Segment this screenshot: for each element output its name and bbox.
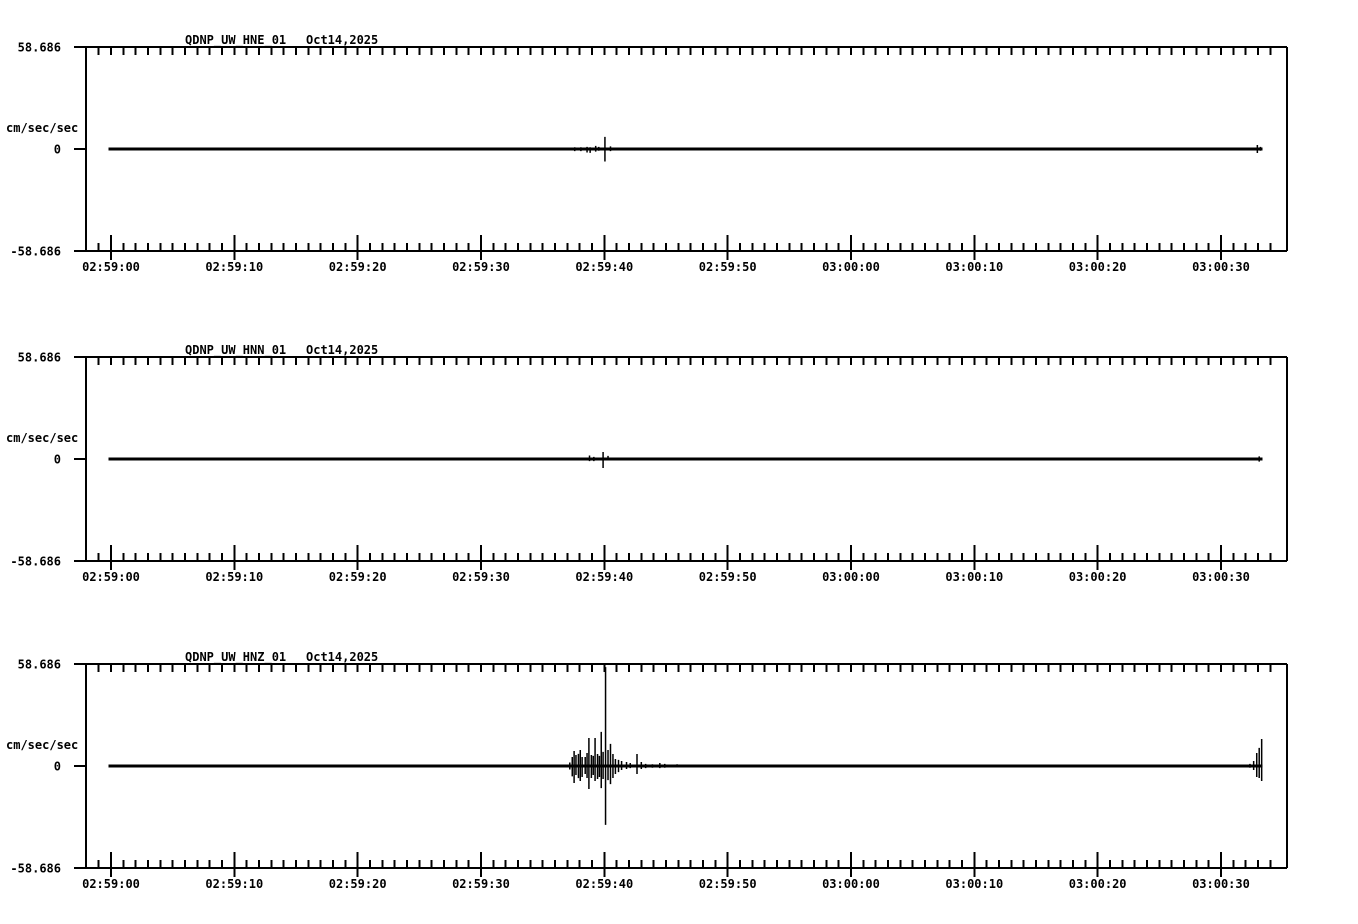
plot-axes [74,46,1288,252]
x-tick-label: 03:00:10 [945,877,1003,891]
y-zero-label: 0 [54,143,61,157]
seismogram-panel-QDNP_UW_HNN_01: 02:59:00 02:59:10 02:59:20 02:59:30 02:59:40… [6,343,1288,584]
x-tick-label: 03:00:20 [1069,570,1127,584]
waveform-trace [573,136,1262,162]
x-tick-label: 03:00:10 [945,260,1003,274]
y-max-label: 58.686 [18,658,61,672]
x-tick-label: 02:59:50 [699,260,757,274]
y-min-label: -58.686 [10,862,61,876]
panel-title: QDNP_UW_HNZ_01 [185,650,286,665]
x-tick-label: 02:59:20 [329,877,387,891]
minor-ticks [97,664,1272,868]
panel-title: QDNP_UW_HNE_01 [185,33,286,48]
x-tick-label: 02:59:00 [82,877,140,891]
panel-title: QDNP_UW_HNN_01 [185,343,286,358]
x-tick-label: 03:00:00 [822,260,880,274]
x-tick-label: 02:59:10 [205,260,263,274]
y-unit-label: cm/sec/sec [6,121,78,135]
y-min-label: -58.686 [10,555,61,569]
plot-axes [74,356,1288,562]
y-unit-label: cm/sec/sec [6,431,78,445]
y-zero-label: 0 [54,453,61,467]
panel-date: Oct14,2025 [306,33,378,47]
waveform-trace [588,452,1260,469]
seismogram-panel-QDNP_UW_HNE_01: 02:59:00 02:59:10 02:59:20 02:59:30 02:59:40… [6,33,1288,274]
x-tick-label: 02:59:50 [699,877,757,891]
x-tick-label: 03:00:10 [945,570,1003,584]
panel-date: Oct14,2025 [306,343,378,357]
major-ticks [110,852,1222,877]
seismogram-panel-QDNP_UW_HNZ_01: 02:59:00 02:59:10 02:59:20 02:59:30 02:59:40… [6,650,1288,891]
x-tick-label: 03:00:30 [1192,260,1250,274]
x-tick-label: 02:59:50 [699,570,757,584]
major-ticks [110,235,1222,260]
y-max-label: 58.686 [18,351,61,365]
x-tick-label: 02:59:30 [452,260,510,274]
y-zero-label: 0 [54,760,61,774]
x-tick-label: 03:00:00 [822,877,880,891]
x-tick-label: 02:59:10 [205,877,263,891]
major-ticks [110,545,1222,570]
x-tick-label: 02:59:40 [575,570,633,584]
x-tick-label: 02:59:10 [205,570,263,584]
minor-ticks [97,357,1272,561]
x-tick-label: 02:59:30 [452,570,510,584]
x-tick-label: 02:59:40 [575,877,633,891]
y-max-label: 58.686 [18,41,61,55]
waveform-trace [133,667,1263,825]
y-unit-label: cm/sec/sec [6,738,78,752]
x-tick-label: 03:00:00 [822,570,880,584]
panel-date: Oct14,2025 [306,650,378,664]
minor-ticks [97,47,1272,251]
x-tick-label: 02:59:40 [575,260,633,274]
x-tick-label: 02:59:30 [452,877,510,891]
x-tick-label: 03:00:30 [1192,570,1250,584]
y-min-label: -58.686 [10,245,61,259]
x-tick-label: 02:59:20 [329,260,387,274]
x-tick-label: 02:59:00 [82,570,140,584]
x-tick-label: 02:59:20 [329,570,387,584]
x-tick-label: 03:00:30 [1192,877,1250,891]
x-tick-label: 03:00:20 [1069,877,1127,891]
x-tick-label: 03:00:20 [1069,260,1127,274]
plot-axes [74,663,1288,869]
x-tick-label: 02:59:00 [82,260,140,274]
